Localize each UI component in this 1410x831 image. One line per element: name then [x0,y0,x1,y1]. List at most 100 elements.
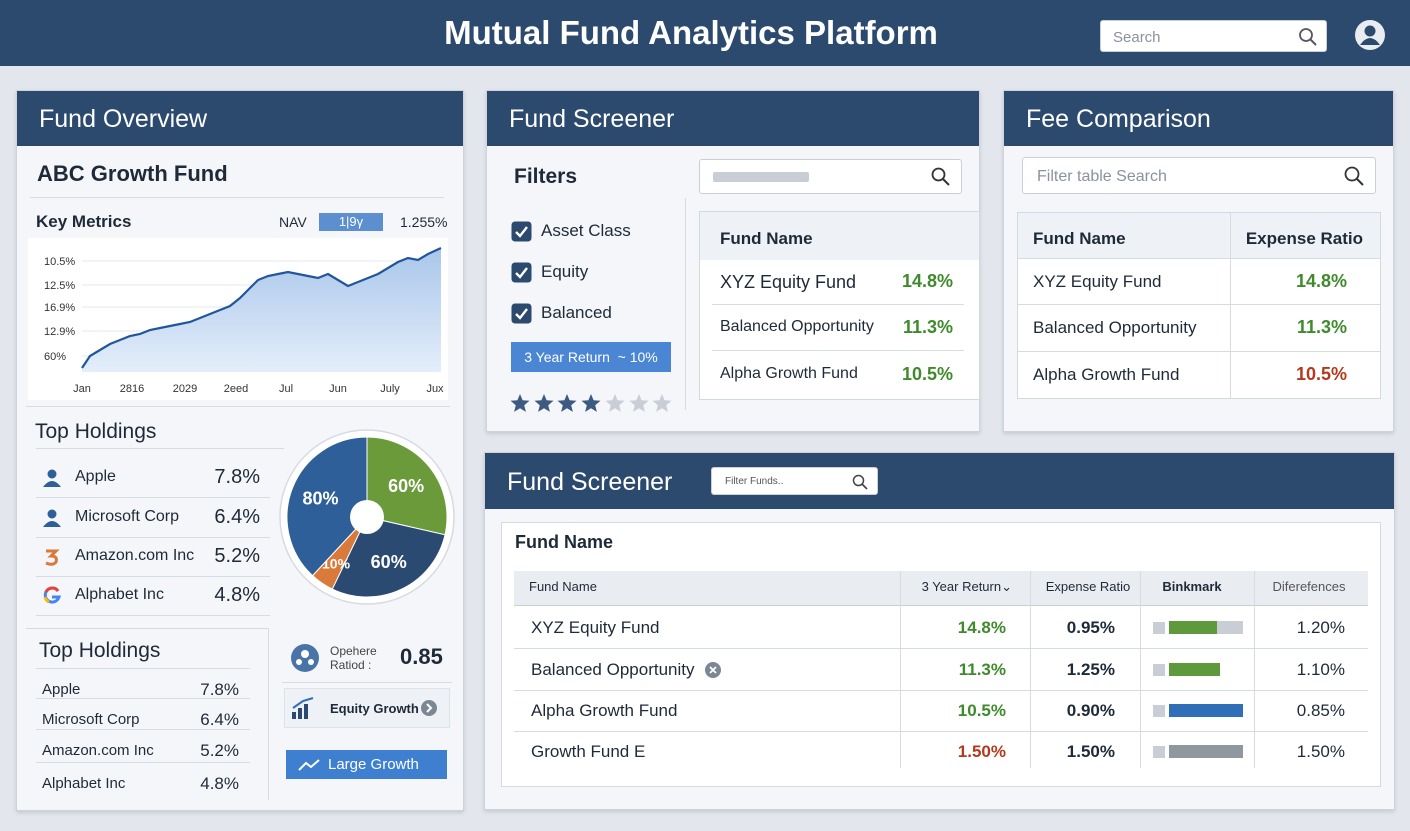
slice-label: 60% [371,552,407,572]
checkbox[interactable] [511,221,533,243]
expense-ratio: 10.5% [1295,364,1347,384]
chevron-icon [421,700,437,716]
expense-ratio: 1.50% [1066,742,1115,761]
fee-search[interactable]: Filter table Search [1022,157,1376,194]
benchmark-bar [1169,745,1243,758]
divider [36,615,270,616]
nav-chart: 10.5% 12.5% 16.9% 12.9% 60% Jan 2816 2029 2eed Ju… [44,247,444,395]
divider [712,350,964,351]
search-placeholder: Filter Funds.. [725,476,784,487]
search-icon [931,167,950,186]
key-metrics: Key Metrics [36,212,132,231]
fund-name: Balanced Opportunity [720,318,874,335]
holding-weight: 4.8% [214,584,260,606]
filter-label: Asset Class [541,221,631,240]
divider [685,198,686,410]
slice-label: 10% [322,555,351,571]
filters-title: Filters [514,165,578,188]
divider [36,668,250,669]
remove-icon[interactable] [704,659,726,681]
benchmark-bar [1169,621,1217,634]
nav-change: 1.255% [400,214,448,230]
x-axis-label: Jux [426,383,444,395]
fund-return: 10.5% [957,701,1006,720]
x-axis-label: Jan [73,383,91,395]
divider [1030,571,1031,768]
panel-title: Fund Overview [17,91,463,146]
divider [1140,571,1141,768]
column-header: 3 Year Return⌄ [921,579,1012,594]
rating-star [534,394,554,412]
divider [36,698,250,699]
fund-search[interactable]: Filter Funds.. [711,467,878,495]
fund-name: XYZ Equity Fund [531,618,660,637]
holding-weight: 5.2% [214,545,260,567]
search-icon [1299,28,1317,46]
holding-name: Amazon.com Inc [75,547,195,564]
large-growth-button[interactable]: Large Growth [286,750,447,779]
search-placeholder: Search [1113,29,1161,46]
return-filter-button[interactable]: 3 Year Return ~ 10% [511,342,671,372]
y-axis-label: 12.9% [44,326,75,338]
search-box[interactable]: Search [1100,20,1327,52]
fund-return: 14.8% [957,618,1006,637]
table-header-bg [700,212,979,260]
fund-card [501,522,1381,787]
ratio-icon [291,644,319,672]
search-placeholder: Filter table Search [1037,168,1167,185]
fund-name: Growth Fund E [531,742,646,761]
app-title: Mutual Fund Analytics Platform [444,14,938,51]
panel-title: Fund Screener [487,91,979,146]
holding-name: Microsoft Corp [75,508,180,525]
y-axis-label: 16.9% [44,302,75,314]
table-header: Fund Name [720,229,813,248]
holding-name: Microsoft Corp [42,711,140,728]
holding-icon [43,469,61,487]
pie-hole [350,500,384,534]
rating-star [629,394,648,412]
divider [36,729,250,730]
filter-search[interactable] [699,159,962,194]
filter-label: Equity [541,262,589,281]
rating-star [510,394,530,412]
checkbox[interactable] [511,262,533,284]
divider [900,571,901,768]
filter-label: Balanced [541,303,612,322]
fund-name: XYZ Equity Fund [720,272,857,292]
holding-weight: 7.8% [214,466,260,488]
fund-name: Balanced Opportunity [531,660,695,679]
divider [1018,351,1380,352]
x-axis-label: Jun [329,383,347,395]
divider [36,497,270,498]
rating-star [581,394,601,412]
divider [282,682,452,683]
ratio-value: 0.85 [400,644,443,669]
divider [30,197,444,198]
holdings-title: Top Holdings [35,420,157,443]
fund-return: 1.50% [957,742,1006,761]
divider [1018,258,1380,259]
pie-slice [286,436,368,577]
holding-name: Alphabet Inc [75,586,164,603]
column-header: Diferefences [1272,579,1346,594]
card-title: Fund Name [515,532,614,552]
avatar[interactable] [1354,19,1386,51]
checkbox[interactable] [511,303,533,325]
benchmark-square [1153,664,1165,676]
growth-icon [292,697,314,719]
difference: 0.85% [1296,701,1345,720]
table-header-bg [514,571,1368,606]
benchmark-square [1153,705,1165,717]
holding-name: Apple [42,681,81,698]
fund-return: 11.3% [902,317,953,337]
holding-weight: 7.8% [200,680,239,699]
holding-name: Amazon.com Inc [42,742,154,759]
difference: 1.20% [1296,618,1345,637]
search-icon [1344,166,1364,186]
pie-slice [366,436,448,536]
divider [1018,304,1380,305]
search-icon [852,474,868,490]
expense-ratio: 11.3% [1296,317,1347,337]
column-header: Fund Name [1033,229,1126,248]
